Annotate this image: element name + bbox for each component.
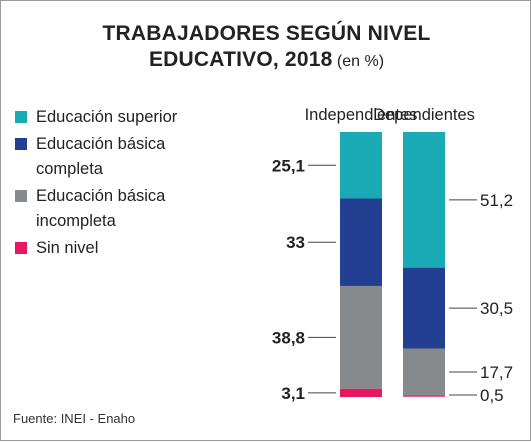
data-label: 51,2: [480, 191, 513, 210]
chart-title: TRABAJADORES SEGÚN NIVEL EDUCATIVO, 2018…: [1, 21, 531, 75]
legend-swatch: [15, 138, 27, 150]
bar-segment: [340, 285, 382, 389]
bar-segment: [403, 348, 445, 396]
legend-label: Educación superior: [36, 108, 178, 126]
data-label: 17,7: [480, 363, 513, 382]
bar-segment: [403, 395, 445, 397]
legend-swatch: [15, 242, 27, 254]
legend-item-superior: Educación superior: [15, 105, 245, 130]
legend-item-basica-incompleta: Educación básica incompleta: [15, 184, 245, 234]
title-line-1: TRABAJADORES SEGÚN NIVEL: [102, 22, 431, 45]
legend-item-basica-completa: Educación básica completa: [15, 132, 245, 182]
title-unit: (en %): [336, 53, 385, 70]
title-line-2: EDUCATIVO, 2018: [148, 48, 333, 71]
legend-label: Sin nivel: [36, 239, 99, 257]
bar-segment: [403, 132, 445, 268]
data-label: 33: [286, 233, 305, 252]
data-label: 0,5: [480, 386, 504, 405]
data-label: 3,1: [281, 384, 305, 403]
legend-swatch: [15, 190, 27, 202]
source-note: Fuente: INEI - Enaho: [13, 411, 136, 426]
bar-segment: [340, 132, 382, 199]
legend-label: Educación básica incompleta: [36, 187, 166, 230]
data-label: 38,8: [272, 328, 305, 347]
legend-swatch: [15, 111, 27, 123]
data-label: 30,5: [480, 299, 513, 318]
bar-segment: [340, 388, 382, 397]
bar-segment: [403, 267, 445, 349]
category-label: Dependientes: [373, 106, 475, 124]
legend-item-sin-nivel: Sin nivel: [15, 236, 245, 261]
legend: Educación superior Educación básica comp…: [15, 105, 245, 263]
legend-label: Educación básica completa: [36, 135, 166, 178]
category-label: Independientes: [305, 106, 418, 124]
bar-segment: [340, 198, 382, 286]
data-label: 25,1: [272, 156, 305, 175]
